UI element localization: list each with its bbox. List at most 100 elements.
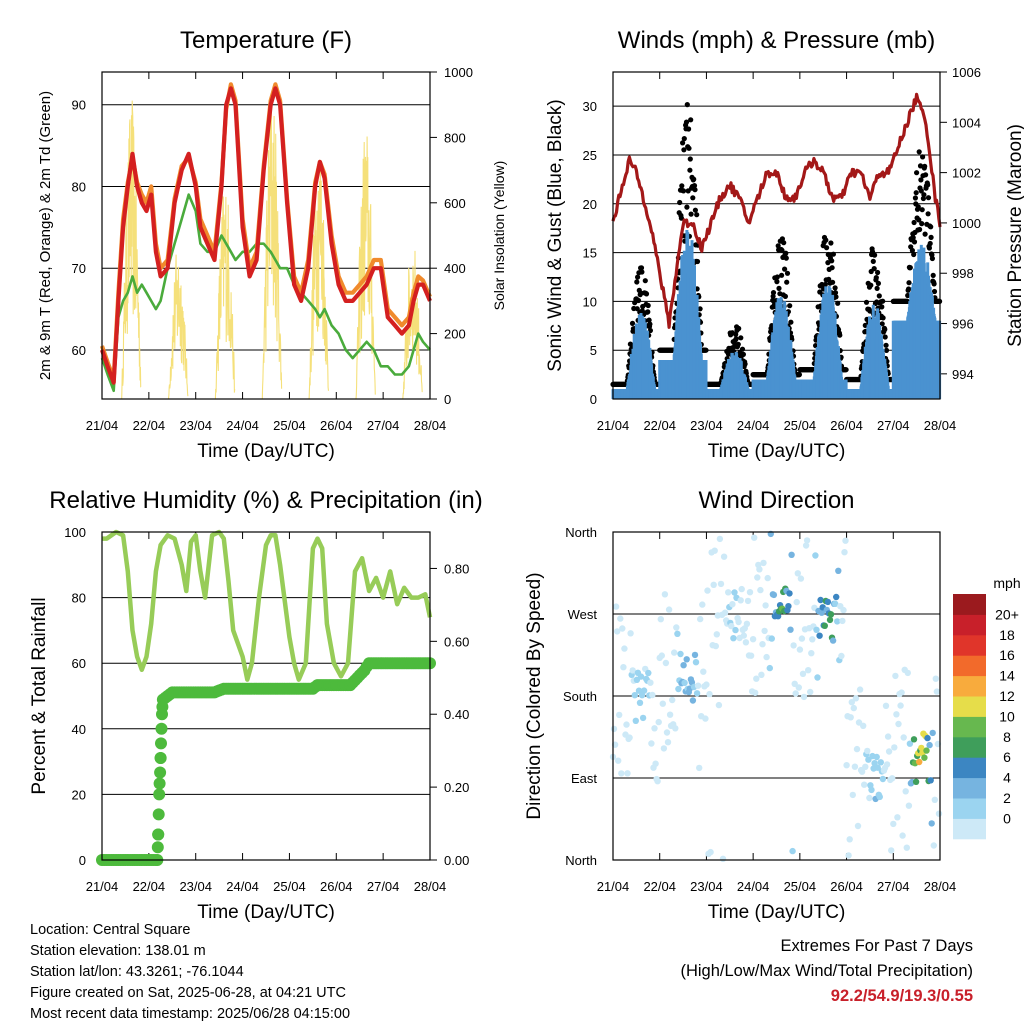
gust-point xyxy=(813,343,819,349)
x-tick-label: 24/04 xyxy=(737,879,770,894)
y-right-tick-label: 996 xyxy=(952,317,974,332)
direction-point xyxy=(843,762,850,769)
direction-point xyxy=(882,702,890,709)
direction-point xyxy=(725,589,732,596)
gust-point xyxy=(832,290,839,296)
direction-point xyxy=(648,740,655,747)
direction-point xyxy=(640,687,648,694)
direction-point xyxy=(788,551,795,558)
legend-swatch xyxy=(953,798,986,819)
direction-point xyxy=(711,547,718,554)
x-tick-label: 27/04 xyxy=(367,418,400,433)
direction-point xyxy=(743,620,751,627)
gust-point xyxy=(879,304,885,310)
gust-point xyxy=(928,224,934,230)
direction-point xyxy=(651,725,658,732)
direction-point xyxy=(808,650,815,657)
direction-point xyxy=(631,692,638,699)
gust-point xyxy=(875,280,882,286)
direction-point xyxy=(839,617,846,625)
gust-point xyxy=(678,215,685,221)
gust-point xyxy=(686,126,692,132)
x-tick-label: 24/04 xyxy=(226,879,259,894)
direction-point xyxy=(850,704,857,712)
direction-point xyxy=(691,651,699,659)
direction-point xyxy=(704,587,711,594)
x-tick-label: 21/04 xyxy=(597,879,630,894)
y-tick-label: 10 xyxy=(583,294,597,309)
gust-point xyxy=(687,156,693,162)
gust-point xyxy=(880,315,886,321)
gust-point xyxy=(774,274,780,280)
direction-point xyxy=(699,601,706,608)
x-axis-label: Time (Day/UTC) xyxy=(708,902,846,923)
gust-point xyxy=(639,269,645,275)
gust-point xyxy=(883,342,889,348)
legend-swatch xyxy=(953,696,986,717)
direction-point xyxy=(627,630,634,637)
gust-point xyxy=(906,280,912,286)
precip-point xyxy=(154,766,167,779)
direction-point xyxy=(813,626,820,633)
direction-point xyxy=(800,693,808,701)
direction-point xyxy=(846,836,853,843)
gust-point xyxy=(787,303,793,309)
y-tick-label: North xyxy=(565,853,597,868)
y-right-tick-label: 200 xyxy=(444,327,466,342)
y-axis-label: Sonic Wind & Gust (Blue, Black) xyxy=(545,99,566,371)
gust-point xyxy=(922,163,928,169)
legend-label: 4 xyxy=(1003,770,1011,786)
x-tick-label: 24/04 xyxy=(737,418,770,433)
gust-point xyxy=(776,285,782,291)
direction-point xyxy=(856,686,864,693)
gust-point xyxy=(911,219,917,226)
gust-point xyxy=(638,265,645,271)
direction-point xyxy=(618,770,625,777)
direction-point xyxy=(637,673,645,680)
extremes-subtitle: (High/Low/Max Wind/Total Precipitation) xyxy=(680,962,973,980)
direction-point xyxy=(762,602,769,609)
gust-point xyxy=(782,293,789,299)
series-2m-temperature xyxy=(100,86,432,385)
direction-point xyxy=(692,659,700,666)
gust-point xyxy=(680,140,686,146)
direction-point xyxy=(615,757,622,764)
precip-point xyxy=(153,788,166,801)
gust-point xyxy=(916,149,922,155)
direction-point xyxy=(703,681,710,688)
direction-point xyxy=(673,624,680,631)
direction-point xyxy=(674,630,681,637)
direction-point xyxy=(877,759,884,766)
direction-point xyxy=(833,593,840,601)
direction-point xyxy=(821,622,828,629)
y-right-tick-label: 600 xyxy=(444,196,466,211)
gust-point xyxy=(914,170,920,176)
x-tick-label: 22/04 xyxy=(133,418,166,433)
gust-point xyxy=(913,190,919,196)
x-axis-label: Time (Day/UTC) xyxy=(197,441,335,462)
gust-point xyxy=(784,270,791,276)
x-tick-label: 21/04 xyxy=(86,879,119,894)
legend-swatch xyxy=(953,594,986,615)
gust-point xyxy=(926,245,933,251)
direction-point xyxy=(892,672,899,680)
x-tick-label: 23/04 xyxy=(179,418,212,433)
direction-point xyxy=(809,636,816,643)
gust-point xyxy=(931,288,938,295)
gust-point xyxy=(875,269,881,276)
direction-point xyxy=(612,603,620,610)
y-right-tick-label: 0.60 xyxy=(444,634,469,649)
x-tick-label: 26/04 xyxy=(830,418,863,433)
direction-point xyxy=(899,832,906,839)
y-axis-label: 2m & 9m T (Red, Orange) & 2m Td (Green) xyxy=(37,91,54,380)
y-tick-label: 15 xyxy=(583,246,597,261)
direction-point xyxy=(758,671,765,678)
gust-point xyxy=(882,326,888,332)
direction-point xyxy=(731,589,738,596)
series-station-pressure xyxy=(611,92,942,329)
direction-point xyxy=(847,714,854,721)
legend-swatch xyxy=(953,757,986,779)
legend-label: 6 xyxy=(1003,749,1011,765)
direction-point xyxy=(879,775,887,783)
gust-point xyxy=(918,177,924,183)
